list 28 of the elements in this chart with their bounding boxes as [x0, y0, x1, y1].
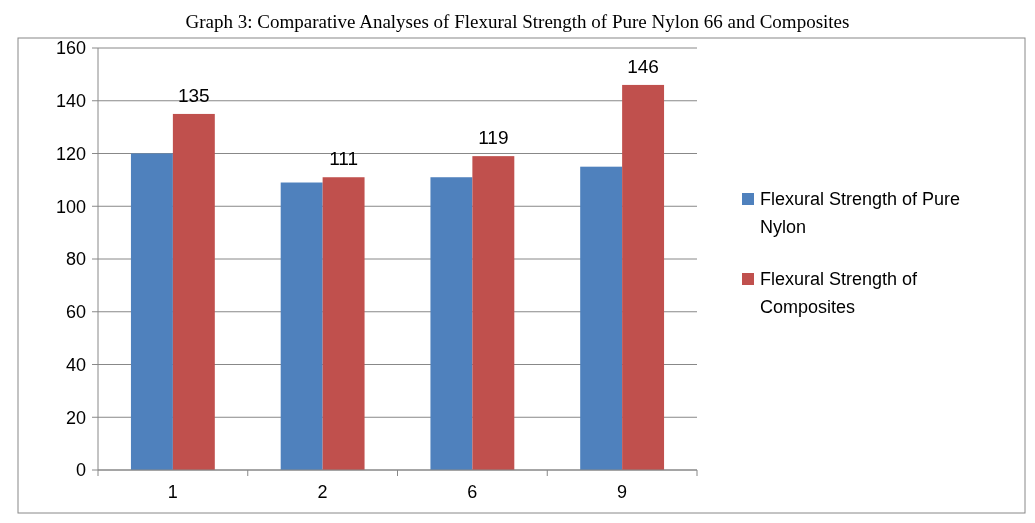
y-tick-label: 20: [65, 407, 86, 428]
x-tick-label: 6: [467, 482, 478, 502]
bar: [472, 156, 515, 470]
bar: [580, 166, 623, 470]
x-tick-label: 2: [317, 482, 328, 502]
data-label: 119: [478, 127, 509, 149]
y-tick-label: 40: [65, 354, 86, 375]
x-tick-label: 1: [167, 482, 178, 502]
y-tick-label: 0: [75, 460, 86, 481]
legend-label: Flexural Strength of Pure Nylon: [760, 189, 961, 238]
y-tick-label: 160: [55, 38, 86, 59]
data-label: 135: [177, 84, 210, 106]
y-tick-label: 80: [65, 249, 86, 270]
y-tick-label: 100: [55, 196, 86, 217]
data-label: 146: [627, 55, 659, 77]
y-tick-label: 60: [65, 302, 86, 323]
x-tick-label: 9: [617, 482, 628, 502]
bar: [280, 182, 323, 470]
y-tick-label: 140: [55, 91, 86, 112]
legend-label: Flexural Strength of Composites: [760, 269, 919, 318]
bar: [622, 84, 665, 470]
bar: [130, 153, 173, 470]
data-label: 111: [329, 148, 359, 170]
chart-title: Graph 3: Comparative Analyses of Flexural Strength of Pure Nylon 66 and Composites: [185, 11, 850, 32]
bar: [322, 177, 365, 470]
bar: [430, 177, 473, 470]
bar: [172, 113, 215, 470]
y-tick-label: 120: [55, 143, 86, 164]
